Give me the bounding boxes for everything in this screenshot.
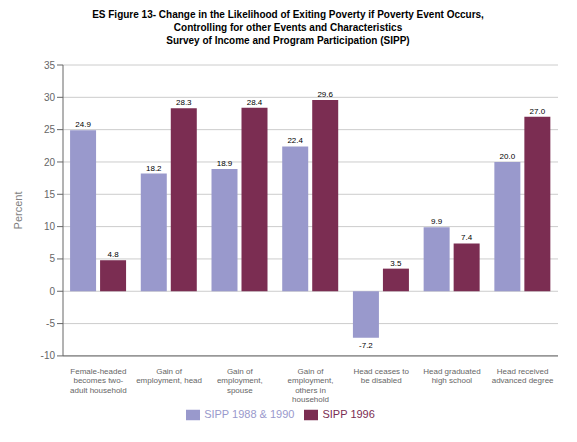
svg-text:Percent: Percent — [12, 191, 24, 229]
svg-text:18.9: 18.9 — [217, 159, 233, 168]
svg-text:3.5: 3.5 — [390, 259, 402, 268]
svg-text:27.0: 27.0 — [530, 107, 546, 116]
svg-text:9.9: 9.9 — [431, 217, 443, 226]
svg-text:-7.2: -7.2 — [359, 341, 373, 350]
svg-text:20: 20 — [44, 157, 56, 168]
svg-text:7.4: 7.4 — [461, 233, 473, 242]
svg-text:18.2: 18.2 — [146, 164, 162, 173]
svg-text:Head receivedadvanced degree: Head receivedadvanced degree — [492, 367, 554, 386]
svg-text:22.4: 22.4 — [287, 136, 303, 145]
svg-text:24.9: 24.9 — [75, 120, 91, 129]
html-text:SIPP 1988 & 1990: SIPP 1988 & 1990 — [204, 407, 295, 420]
svg-text:10: 10 — [44, 221, 56, 232]
svg-text:15: 15 — [44, 189, 56, 200]
svg-text:Gain ofemployment, head: Gain ofemployment, head — [136, 367, 202, 386]
html-text:SIPP 1996: SIPP 1996 — [322, 407, 375, 420]
svg-text:35: 35 — [44, 60, 56, 71]
svg-text:25: 25 — [44, 124, 56, 135]
svg-text:28.3: 28.3 — [176, 98, 192, 107]
svg-text:-10: -10 — [41, 350, 56, 361]
svg-text:0: 0 — [49, 286, 55, 297]
html-text:Controlling for other Events a: Controlling for other Events and Charact… — [173, 22, 403, 33]
svg-text:30: 30 — [44, 92, 56, 103]
html-text:Survey of Income and Program P: Survey of Income and Program Participati… — [166, 35, 410, 46]
svg-text:29.6: 29.6 — [317, 90, 333, 99]
svg-text:28.4: 28.4 — [247, 98, 263, 107]
svg-text:4.8: 4.8 — [108, 250, 120, 259]
svg-text:Gain ofemployment,others inhou: Gain ofemployment,others inhousehold — [288, 367, 334, 405]
svg-text:Head graduatedhigh school: Head graduatedhigh school — [423, 367, 480, 386]
svg-text:Head ceases tobe disabled: Head ceases tobe disabled — [353, 367, 409, 386]
svg-text:Female-headedbecomes two-adult: Female-headedbecomes two-adult household — [70, 367, 127, 395]
svg-text:5: 5 — [49, 253, 55, 264]
svg-text:-5: -5 — [46, 318, 55, 329]
svg-text:Gain ofemployment,spouse: Gain ofemployment,spouse — [217, 367, 263, 395]
svg-text:20.0: 20.0 — [500, 152, 516, 161]
html-text:ES Figure 13- Change in the Li: ES Figure 13- Change in the Likelihood o… — [92, 9, 484, 20]
